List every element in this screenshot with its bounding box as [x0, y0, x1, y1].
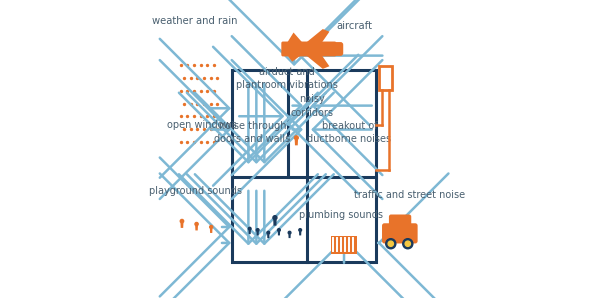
- FancyBboxPatch shape: [281, 41, 336, 56]
- Text: noise through
doors and walls: noise through doors and walls: [214, 121, 290, 144]
- Bar: [379, 66, 392, 90]
- Circle shape: [403, 239, 413, 249]
- Circle shape: [386, 239, 396, 249]
- Text: weather and rain: weather and rain: [153, 16, 238, 26]
- Polygon shape: [278, 232, 280, 235]
- Circle shape: [388, 241, 393, 246]
- Circle shape: [257, 229, 259, 231]
- Bar: [331, 236, 357, 254]
- Text: breakout of
ductborne noises: breakout of ductborne noises: [307, 121, 392, 144]
- Bar: [232, 70, 376, 262]
- Circle shape: [288, 231, 291, 234]
- Circle shape: [248, 227, 251, 230]
- Circle shape: [405, 241, 411, 246]
- Polygon shape: [210, 229, 213, 233]
- Circle shape: [210, 226, 213, 229]
- Polygon shape: [287, 55, 301, 62]
- Polygon shape: [295, 140, 298, 145]
- Text: traffic and street noise: traffic and street noise: [354, 190, 465, 200]
- Polygon shape: [257, 232, 259, 235]
- Polygon shape: [287, 32, 303, 43]
- Polygon shape: [267, 234, 269, 238]
- Text: open windows: open windows: [167, 120, 236, 130]
- Text: noisy
corridors: noisy corridors: [291, 94, 334, 118]
- Polygon shape: [180, 223, 183, 228]
- FancyBboxPatch shape: [330, 42, 343, 56]
- Circle shape: [267, 231, 269, 234]
- Circle shape: [195, 223, 198, 226]
- FancyBboxPatch shape: [389, 215, 411, 229]
- Polygon shape: [306, 29, 329, 43]
- Polygon shape: [195, 226, 198, 230]
- FancyBboxPatch shape: [382, 223, 418, 243]
- Polygon shape: [249, 230, 251, 234]
- Circle shape: [273, 216, 277, 220]
- Text: playground sounds: playground sounds: [148, 186, 242, 196]
- Polygon shape: [288, 234, 291, 238]
- Text: aircraft: aircraft: [336, 21, 372, 31]
- Text: airduct and
plantroom vibrations: airduct and plantroom vibrations: [236, 66, 338, 90]
- Circle shape: [295, 136, 298, 140]
- Polygon shape: [306, 55, 329, 69]
- Circle shape: [180, 219, 184, 223]
- Text: plumbing sounds: plumbing sounds: [299, 210, 383, 220]
- Polygon shape: [273, 220, 277, 226]
- Circle shape: [277, 229, 280, 231]
- Circle shape: [299, 229, 302, 231]
- Polygon shape: [299, 232, 301, 235]
